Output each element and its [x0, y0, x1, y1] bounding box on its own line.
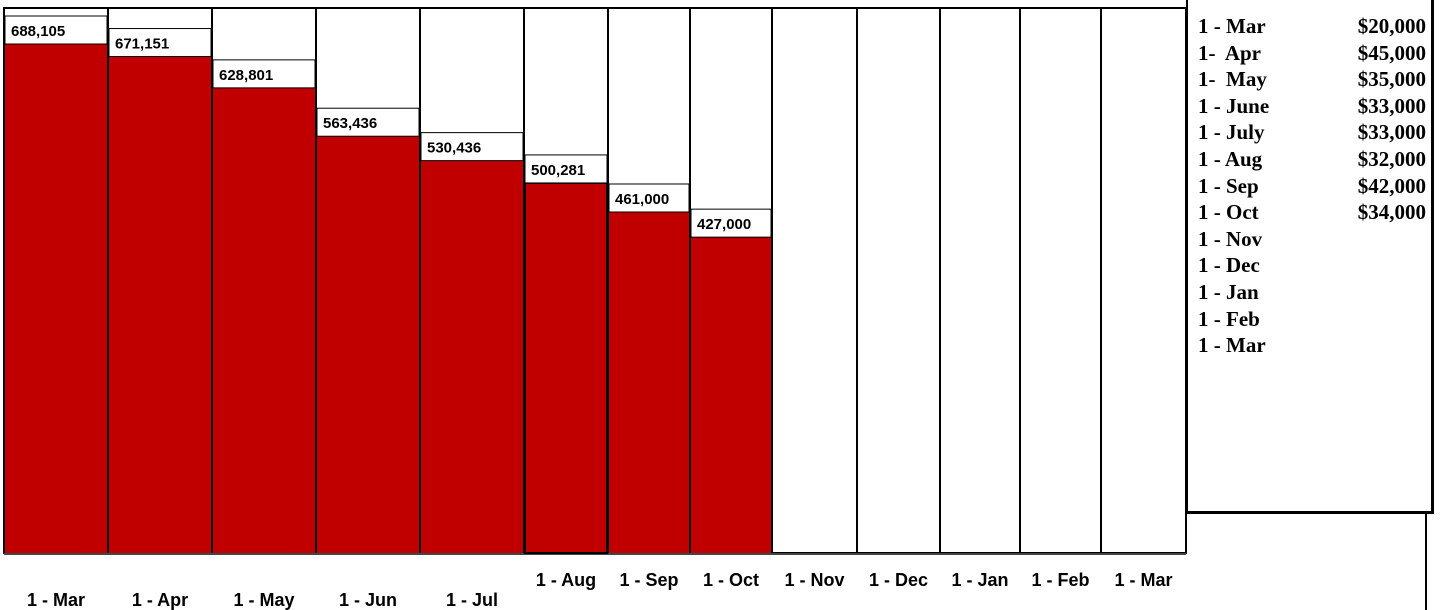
data-label: 500,281 [531, 162, 585, 179]
bar [691, 237, 771, 553]
legend-row: 1 - Feb [1198, 307, 1426, 333]
bar [524, 181, 608, 554]
x-tick-label: 1 - Oct [703, 570, 759, 590]
data-label-box [420, 132, 524, 162]
bar-chart: 688,105 671,151 628,801 563,436 530,436 500,2… [3, 7, 1187, 610]
x-tick-label: 1 - Feb [1031, 570, 1089, 590]
data-label-box [108, 28, 212, 58]
chart-bars [5, 44, 771, 554]
x-tick-label: 1 - Jan [951, 570, 1008, 590]
legend-month: 1 - Aug [1198, 147, 1263, 171]
data-label: 461,000 [615, 191, 669, 208]
bar [213, 87, 315, 553]
data-label-box [690, 208, 772, 238]
data-label-box [524, 154, 608, 184]
bar [5, 44, 107, 553]
legend-month: 1 - Mar [1198, 14, 1266, 38]
legend-month: 1- May [1198, 67, 1267, 92]
legend-row: 1 - Mar [1198, 333, 1426, 359]
x-tick-label: 1 - May [233, 590, 294, 610]
legend-row: 1 - Jan [1198, 280, 1426, 306]
legend-row: 1- May $35,000 [1198, 67, 1426, 93]
data-label: 427,000 [697, 216, 751, 233]
legend-month: 1 - Sep [1198, 173, 1259, 198]
legend-row: 1 - Sep $42,000 [1198, 174, 1426, 200]
legend-amount: $32,000 [1357, 147, 1426, 171]
legend-amount: $20,000 [1357, 14, 1426, 38]
legend-row: 1 - June $33,000 [1198, 94, 1426, 120]
chart-x-tick-labels: 1 - Mar 1 - Apr 1 - May 1 - Jun 1 - Jul 1 - A… [27, 570, 1173, 610]
data-label: 671,151 [115, 36, 169, 53]
legend-row: 1 - Oct $34,000 [1198, 200, 1426, 226]
legend-row: 1 - Aug $32,000 [1198, 147, 1426, 173]
legend-amount: $45,000 [1357, 40, 1426, 65]
x-tick-label: 1 - Sep [619, 570, 678, 590]
legend-row: 1 - Nov [1198, 227, 1426, 253]
data-label: 563,436 [323, 115, 377, 132]
legend-month: 1 - Nov [1198, 226, 1263, 251]
data-label: 688,105 [11, 23, 65, 40]
x-tick-label: 1 - Apr [132, 590, 188, 610]
legend-amount: $33,000 [1357, 120, 1426, 145]
legend-row: 1- Apr $45,000 [1198, 41, 1426, 67]
payment-legend: 1 - Mar $20,000 1- Apr $45,000 1- May $35,000… [1186, 0, 1434, 514]
data-label: 530,436 [427, 140, 481, 157]
legend-month: 1 - July [1198, 120, 1265, 145]
x-tick-label: 1 - Dec [869, 570, 928, 590]
x-tick-label: 1 - Aug [536, 570, 596, 590]
legend-month: 1 - June [1198, 93, 1270, 118]
chart-data-labels: 688,105 671,151 628,801 563,436 530,436 500,2… [4, 15, 772, 238]
legend-amount: $33,000 [1357, 93, 1426, 118]
legend-row: 1 - Dec [1198, 253, 1426, 279]
x-tick-label: 1 - Mar [1114, 570, 1172, 590]
legend-amount: $35,000 [1357, 67, 1426, 92]
legend-row: 1 - July $33,000 [1198, 120, 1426, 146]
data-label-box [608, 183, 690, 213]
legend-month: 1 - Feb [1198, 306, 1260, 331]
x-tick-label: 1 - Nov [784, 570, 844, 590]
page-border-line [1425, 514, 1427, 610]
legend-month: 1 - Jan [1198, 280, 1259, 304]
x-tick-label: 1 - Mar [27, 590, 85, 610]
legend-amount: $42,000 [1357, 173, 1426, 198]
legend-month: 1 - Dec [1198, 253, 1260, 278]
legend-row: 1 - Mar $20,000 [1198, 14, 1426, 40]
data-label: 628,801 [219, 67, 273, 84]
data-label-box [212, 59, 316, 89]
data-label-box [316, 107, 420, 137]
bar [421, 160, 523, 553]
legend-month: 1 - Oct [1198, 200, 1259, 225]
legend-month: 1- Apr [1198, 40, 1261, 65]
data-label-box [4, 15, 108, 45]
x-tick-label: 1 - Jun [339, 590, 397, 610]
bar [317, 136, 419, 553]
bar [609, 211, 689, 554]
legend-amount: $34,000 [1357, 200, 1426, 225]
legend-month: 1 - Mar [1198, 333, 1266, 358]
bar [109, 56, 211, 554]
x-tick-label: 1 - Jul [446, 590, 498, 610]
